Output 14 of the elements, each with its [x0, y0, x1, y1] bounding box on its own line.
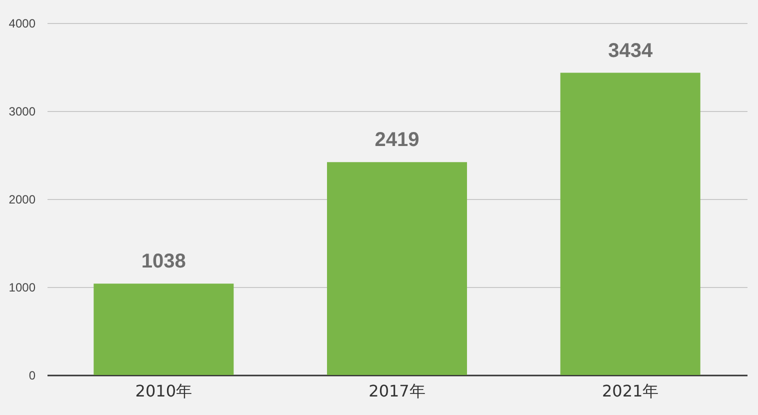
bar [560, 72, 700, 375]
y-tick-label: 1000 [8, 280, 36, 294]
y-tick-label: 3000 [8, 104, 36, 118]
bar [327, 162, 467, 375]
y-tick-label: 0 [28, 368, 36, 382]
data-label: 1038 [141, 250, 186, 273]
data-label: 3434 [608, 40, 654, 62]
bar [94, 284, 234, 375]
data-label: 2419 [374, 129, 420, 152]
x-tick-label: 2021年 [602, 382, 659, 400]
y-tick-label: 4000 [8, 16, 36, 30]
x-tick-label: 2010年 [135, 382, 192, 400]
y-tick-label: 2000 [8, 192, 36, 206]
x-tick-label: 2017年 [368, 382, 426, 400]
